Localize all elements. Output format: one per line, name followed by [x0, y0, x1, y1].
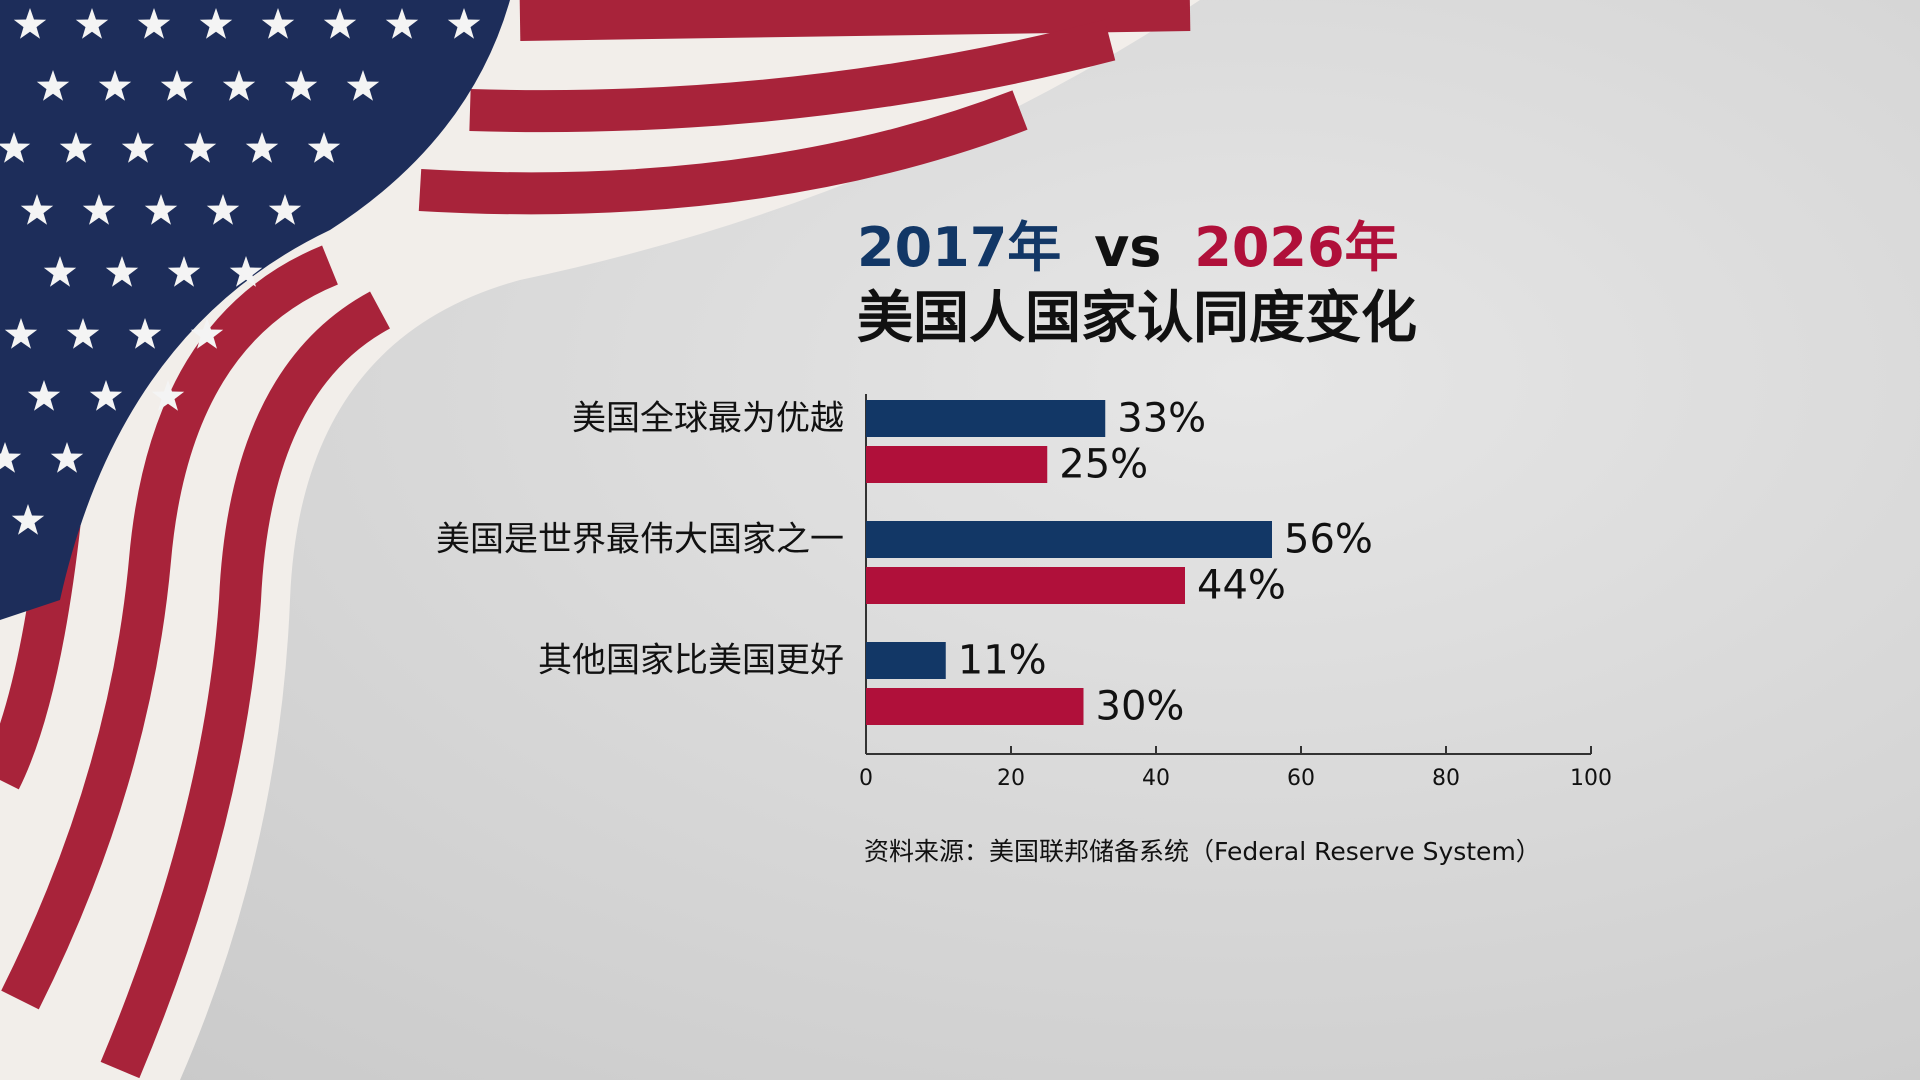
star: [82, 194, 116, 225]
flag: [0, 0, 1200, 1080]
star: [75, 8, 109, 39]
star: [190, 318, 224, 349]
star: [105, 256, 139, 287]
x-tick-label: 40: [1142, 766, 1170, 791]
x-tick-label: 100: [1570, 766, 1612, 791]
star: [20, 194, 54, 225]
bar: [866, 642, 946, 679]
star: [206, 194, 240, 225]
star: [245, 132, 279, 163]
star: [128, 318, 162, 349]
bar: [866, 400, 1106, 437]
star: [0, 442, 22, 473]
star: [199, 8, 233, 39]
star: [222, 70, 256, 101]
x-tick-label: 20: [997, 766, 1025, 791]
bar: [866, 688, 1084, 725]
source-note: 资料来源：美国联邦储备系统（Federal Reserve System）: [864, 837, 1541, 866]
star: [66, 318, 100, 349]
star: [89, 380, 123, 411]
star: [0, 132, 31, 163]
star: [307, 132, 341, 163]
series-name: 2026年: [1194, 216, 1398, 279]
star: [13, 8, 47, 39]
star: [4, 318, 38, 349]
star: [144, 194, 178, 225]
value-label: 30%: [1096, 684, 1185, 730]
star: [385, 8, 419, 39]
x-tick-label: 80: [1432, 766, 1460, 791]
value-label: 11%: [958, 638, 1047, 684]
star: [98, 70, 132, 101]
star: [36, 70, 70, 101]
star: [183, 132, 217, 163]
star: [59, 132, 93, 163]
star: [27, 380, 61, 411]
star: [121, 132, 155, 163]
star: [323, 8, 357, 39]
value-label: 33%: [1117, 396, 1206, 442]
star: [261, 8, 295, 39]
star: [447, 8, 481, 39]
y-tick-label: 美国全球最为优越: [572, 399, 844, 439]
value-label: 56%: [1284, 517, 1373, 563]
bar: [866, 446, 1048, 483]
value-label: 44%: [1197, 563, 1286, 609]
star: [268, 194, 302, 225]
y-tick-label: 美国是世界最伟大国家之一: [436, 520, 844, 560]
star: [43, 256, 77, 287]
y-tick-label: 其他国家比美国更好: [538, 641, 844, 681]
star: [284, 70, 318, 101]
title-connector: vs: [1094, 216, 1161, 279]
chart-title: 美国人国家认同度变化: [857, 286, 1417, 351]
star: [151, 380, 185, 411]
value-label: 25%: [1059, 442, 1148, 488]
star: [137, 8, 171, 39]
series-name: 2017年: [857, 216, 1061, 279]
x-tick-label: 0: [859, 766, 873, 791]
star: [346, 70, 380, 101]
star: [160, 70, 194, 101]
bar: [866, 567, 1185, 604]
x-tick-label: 60: [1287, 766, 1315, 791]
star: [50, 442, 84, 473]
chart-title-line: 2017年 vs 2026年: [857, 216, 1399, 279]
bar: [866, 521, 1272, 558]
star: [167, 256, 201, 287]
star: [11, 504, 45, 535]
star: [229, 256, 263, 287]
